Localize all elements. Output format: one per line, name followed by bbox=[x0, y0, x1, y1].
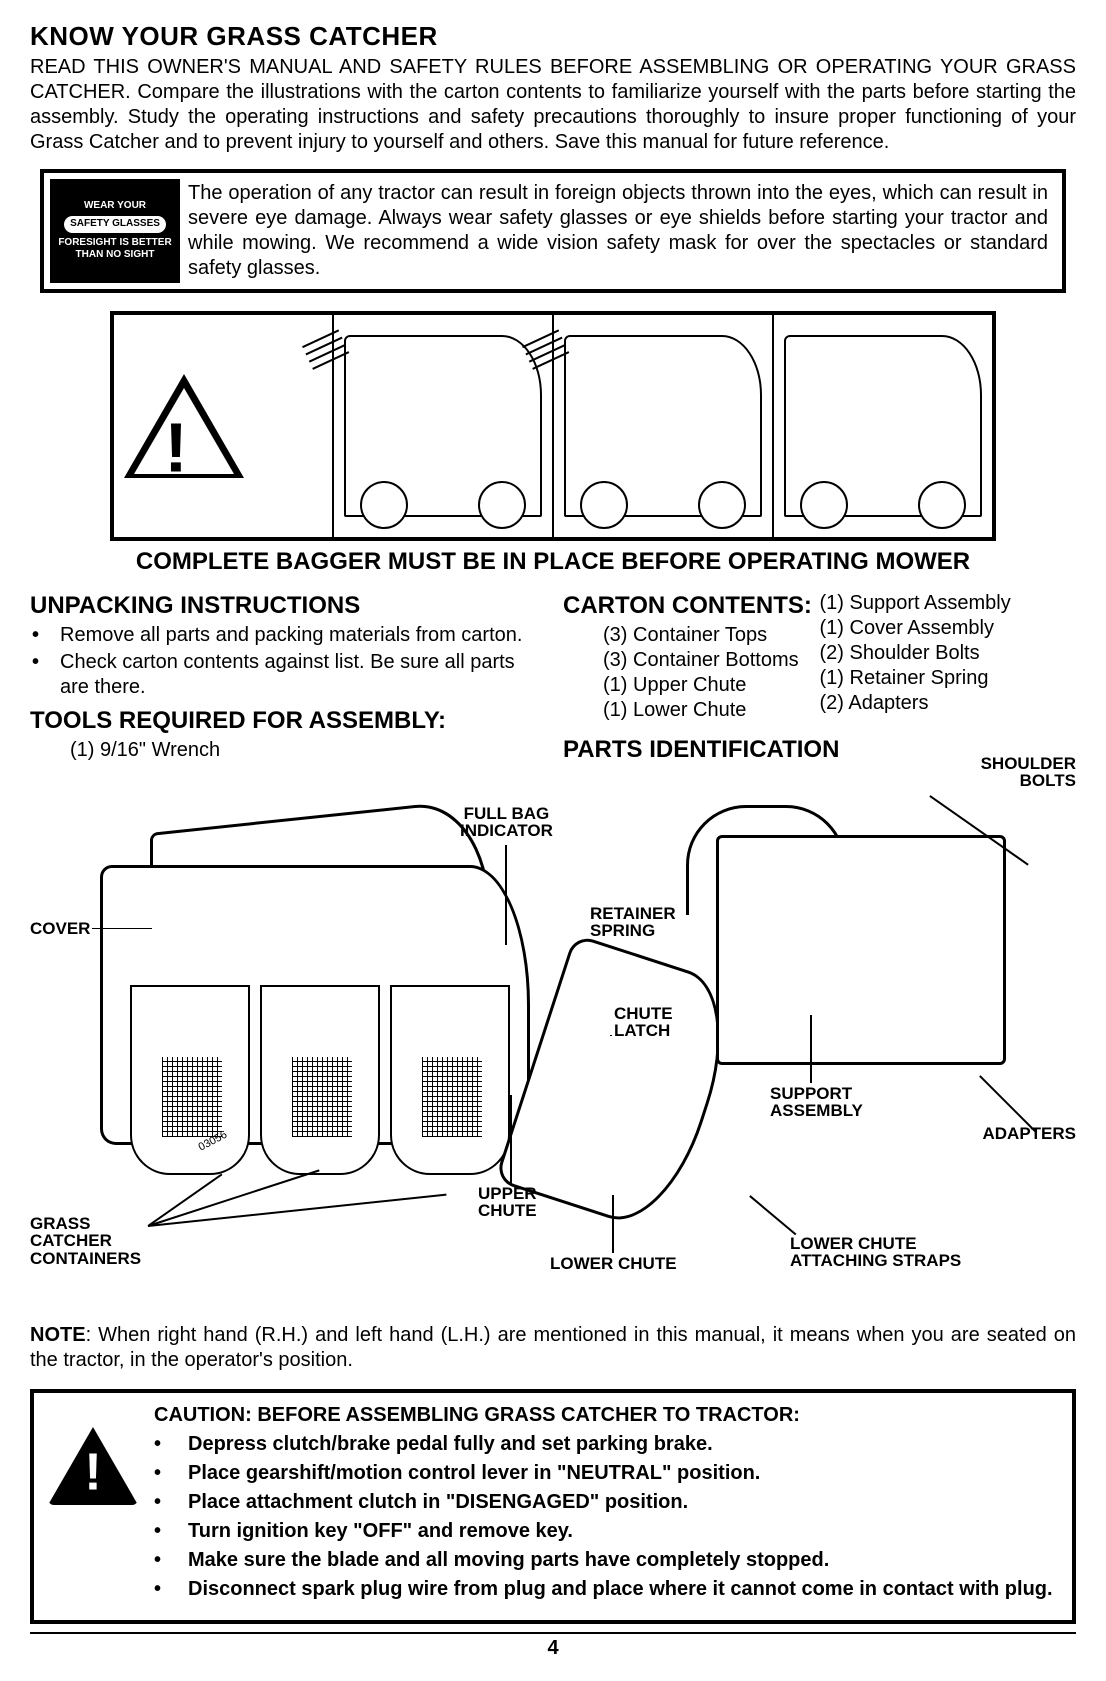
tools-title: TOOLS REQUIRED FOR ASSEMBLY: bbox=[30, 706, 543, 736]
label-lower-chute-straps: LOWER CHUTE ATTACHING STRAPS bbox=[790, 1235, 961, 1271]
tractor-panel-1 bbox=[334, 315, 554, 537]
list-text: Place attachment clutch in "DISENGAGED" … bbox=[188, 1490, 688, 1515]
unpacking-list: •Remove all parts and packing materials … bbox=[30, 623, 543, 700]
page-number: 4 bbox=[30, 1632, 1076, 1661]
tractor-panel-3 bbox=[774, 315, 992, 537]
intro-paragraph: READ THIS OWNER'S MANUAL AND SAFETY RULE… bbox=[30, 55, 1076, 155]
label-cover: COVER bbox=[30, 920, 90, 938]
label-upper-chute: UPPER CHUTE bbox=[478, 1185, 537, 1221]
note-body: : When right hand (R.H.) and left hand (… bbox=[30, 1324, 1076, 1371]
warning-triangle-panel: ! bbox=[114, 315, 334, 537]
left-column: UNPACKING INSTRUCTIONS •Remove all parts… bbox=[30, 591, 543, 765]
list-item: •Place attachment clutch in "DISENGAGED"… bbox=[154, 1490, 1058, 1515]
list-item: •Check carton contents against list. Be … bbox=[30, 650, 543, 700]
label-retainer-spring: RETAINER SPRING bbox=[590, 905, 676, 941]
safety-text: The operation of any tractor can result … bbox=[180, 179, 1056, 283]
caution-box: ! CAUTION: BEFORE ASSEMBLING GRASS CATCH… bbox=[30, 1389, 1076, 1624]
bagger-heading: COMPLETE BAGGER MUST BE IN PLACE BEFORE … bbox=[110, 547, 996, 577]
carton-col-right: (1) Support Assembly (1) Cover Assembly … bbox=[820, 591, 1077, 723]
carton-item: (2) Shoulder Bolts bbox=[820, 641, 1077, 666]
tractor-sketch bbox=[344, 335, 542, 517]
container-shape bbox=[390, 985, 510, 1175]
tractor-sketch bbox=[564, 335, 762, 517]
list-item: •Disconnect spark plug wire from plug an… bbox=[154, 1577, 1058, 1602]
safety-glasses-box: WEAR YOUR SAFETY GLASSES FORESIGHT IS BE… bbox=[40, 169, 1066, 293]
right-column: CARTON CONTENTS: (3) Container Tops (3) … bbox=[563, 591, 1076, 765]
list-text: Place gearshift/motion control lever in … bbox=[188, 1461, 760, 1486]
tractor-panel-2 bbox=[554, 315, 774, 537]
warning-illustration: ! bbox=[110, 311, 996, 541]
list-text: Make sure the blade and all moving parts… bbox=[188, 1548, 829, 1573]
label-lower-chute: LOWER CHUTE bbox=[550, 1255, 677, 1273]
carton-item: (1) Lower Chute bbox=[603, 698, 820, 723]
list-text: Check carton contents against list. Be s… bbox=[60, 650, 543, 700]
note-label: NOTE bbox=[30, 1324, 86, 1346]
container-shape bbox=[130, 985, 250, 1175]
carton-item: (2) Adapters bbox=[820, 691, 1077, 716]
carton-item: (1) Cover Assembly bbox=[820, 616, 1077, 641]
carton-col-left: CARTON CONTENTS: (3) Container Tops (3) … bbox=[563, 591, 820, 723]
support-frame-shape bbox=[716, 835, 1006, 1065]
carton-item: (1) Upper Chute bbox=[603, 673, 820, 698]
carton-item: (3) Container Bottoms bbox=[603, 648, 820, 673]
caution-triangle-icon: ! bbox=[48, 1427, 138, 1507]
caution-content: CAUTION: BEFORE ASSEMBLING GRASS CATCHER… bbox=[154, 1403, 1058, 1606]
exclamation-icon: ! bbox=[164, 404, 187, 492]
badge-line1: WEAR YOUR bbox=[84, 200, 146, 213]
label-full-bag-indicator: FULL BAG INDICATOR bbox=[460, 805, 553, 841]
list-item: •Depress clutch/brake pedal fully and se… bbox=[154, 1432, 1058, 1457]
safety-badge: WEAR YOUR SAFETY GLASSES FORESIGHT IS BE… bbox=[50, 179, 180, 283]
label-grass-catcher-containers: GRASS CATCHER CONTAINERS bbox=[30, 1215, 141, 1269]
list-item: •Remove all parts and packing materials … bbox=[30, 623, 543, 648]
unpacking-title: UNPACKING INSTRUCTIONS bbox=[30, 591, 543, 621]
label-support-assembly: SUPPORT ASSEMBLY bbox=[770, 1085, 863, 1121]
list-item: •Make sure the blade and all moving part… bbox=[154, 1548, 1058, 1573]
parts-diagram: 03056 COVER GRASS CATCHER CONTAINERS FUL… bbox=[30, 755, 1076, 1315]
page-title: KNOW YOUR GRASS CATCHER bbox=[30, 20, 1076, 53]
label-adapters: ADAPTERS bbox=[982, 1125, 1076, 1143]
caution-title: CAUTION: BEFORE ASSEMBLING GRASS CATCHER… bbox=[154, 1403, 1058, 1428]
badge-line2: FORESIGHT IS BETTER THAN NO SIGHT bbox=[52, 237, 178, 262]
list-text: Remove all parts and packing materials f… bbox=[60, 623, 522, 648]
label-shoulder-bolts: SHOULDER BOLTS bbox=[981, 755, 1076, 791]
carton-item: (3) Container Tops bbox=[603, 623, 820, 648]
container-shape bbox=[260, 985, 380, 1175]
list-item: •Place gearshift/motion control lever in… bbox=[154, 1461, 1058, 1486]
note-paragraph: NOTE: When right hand (R.H.) and left ha… bbox=[30, 1323, 1076, 1373]
carton-item: (1) Support Assembly bbox=[820, 591, 1077, 616]
carton-title: CARTON CONTENTS: bbox=[563, 591, 820, 621]
list-text: Disconnect spark plug wire from plug and… bbox=[188, 1577, 1053, 1602]
badge-pill: SAFETY GLASSES bbox=[64, 216, 166, 233]
label-chute-latch: CHUTE LATCH bbox=[614, 1005, 673, 1041]
list-text: Turn ignition key "OFF" and remove key. bbox=[188, 1519, 573, 1544]
tractor-sketch bbox=[784, 335, 982, 517]
carton-item: (1) Retainer Spring bbox=[820, 666, 1077, 691]
list-item: •Turn ignition key "OFF" and remove key. bbox=[154, 1519, 1058, 1544]
list-text: Depress clutch/brake pedal fully and set… bbox=[188, 1432, 713, 1457]
